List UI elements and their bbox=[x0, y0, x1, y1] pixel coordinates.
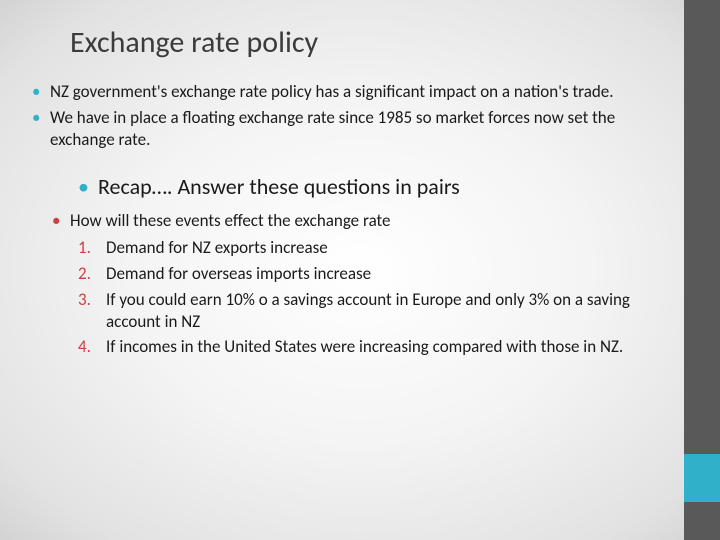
list-item: We have in place a floating exchange rat… bbox=[30, 107, 654, 151]
top-bullet-list: NZ government's exchange rate policy has… bbox=[30, 81, 654, 151]
list-item: Demand for NZ exports increase bbox=[78, 237, 654, 259]
list-item: If you could earn 10% o a savings accoun… bbox=[78, 289, 654, 333]
list-item: NZ government's exchange rate policy has… bbox=[30, 81, 654, 103]
accent-block bbox=[684, 454, 720, 502]
recap-heading: Recap…. Answer these questions in pairs bbox=[78, 173, 654, 200]
numbered-list: Demand for NZ exports increase Demand fo… bbox=[78, 237, 654, 358]
list-item: Demand for overseas imports increase bbox=[78, 263, 654, 285]
page-title: Exchange rate policy bbox=[70, 24, 654, 61]
slide-content: Exchange rate policy NZ government's exc… bbox=[0, 0, 684, 540]
list-item: If incomes in the United States were inc… bbox=[78, 336, 654, 358]
sub-bullet: How will these events effect the exchang… bbox=[50, 210, 654, 231]
